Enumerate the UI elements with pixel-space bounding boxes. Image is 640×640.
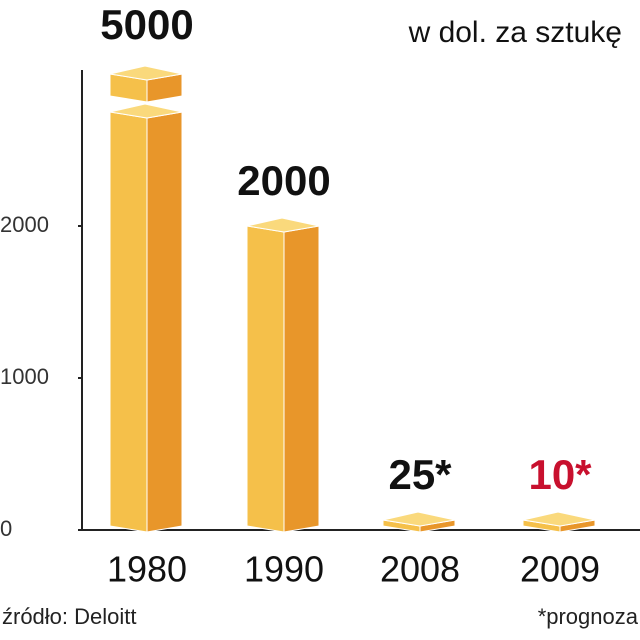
source: źródło: Deloitt <box>2 604 137 629</box>
x-tick-label: 2009 <box>520 549 600 590</box>
x-tick-label: 1990 <box>244 549 324 590</box>
bar <box>382 511 456 533</box>
x-tick-label: 2008 <box>380 549 460 590</box>
note: *prognoza <box>538 604 639 629</box>
bar-top <box>109 65 183 81</box>
y-tick-label: 2000 <box>0 212 49 237</box>
x-tick-label: 1980 <box>107 549 187 590</box>
bar-break-cap <box>109 65 183 103</box>
bar-side <box>146 111 183 533</box>
unit: w dol. za sztukę <box>408 16 622 49</box>
bar-top <box>522 511 596 527</box>
value-label: 5000 <box>100 1 193 48</box>
bar-side <box>283 225 320 533</box>
bar-front <box>109 111 148 533</box>
bar <box>246 217 320 533</box>
bar-top <box>109 103 183 119</box>
value-label: 2000 <box>237 157 330 204</box>
bar-top <box>382 511 456 527</box>
bar <box>109 103 183 533</box>
y-tick-label: 0 <box>0 516 12 541</box>
bar <box>522 511 596 533</box>
value-label: 25* <box>388 451 452 498</box>
value-label: 10* <box>528 451 592 498</box>
bar-front <box>246 225 285 533</box>
y-tick-label: 1000 <box>0 364 49 389</box>
bar-top <box>246 217 320 233</box>
